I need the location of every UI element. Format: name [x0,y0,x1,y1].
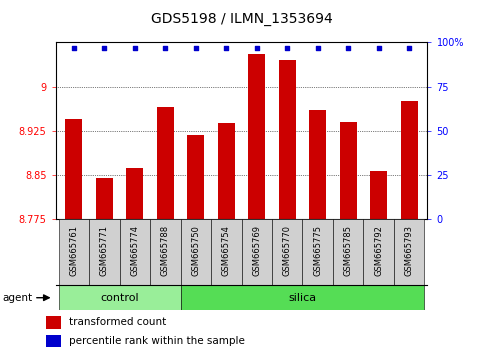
Bar [66,119,82,219]
Bar [58,285,181,310]
Bar [302,219,333,285]
Bar [218,123,235,219]
Point [405,45,413,51]
Point [253,45,261,51]
Text: GSM665793: GSM665793 [405,225,413,276]
Text: agent: agent [2,293,32,303]
Point [131,45,139,51]
Point [284,45,291,51]
Bar [394,219,425,285]
Point [314,45,322,51]
Text: GSM665771: GSM665771 [100,225,109,276]
Bar [46,316,61,329]
Bar [211,219,242,285]
Point [192,45,199,51]
Text: GSM665769: GSM665769 [252,225,261,276]
Bar [127,168,143,219]
Text: percentile rank within the sample: percentile rank within the sample [69,336,245,346]
Point [161,45,169,51]
Point [375,45,383,51]
Bar [370,171,387,219]
Bar [242,219,272,285]
Text: GSM665761: GSM665761 [70,225,78,276]
Bar [58,219,89,285]
Text: GSM665792: GSM665792 [374,225,383,276]
Text: GSM665754: GSM665754 [222,225,231,276]
Bar [279,60,296,219]
Text: control: control [100,293,139,303]
Point [222,45,230,51]
Bar [150,219,181,285]
Bar [89,219,120,285]
Text: transformed count: transformed count [69,317,166,327]
Bar [157,107,174,219]
Point [70,45,78,51]
Bar [46,335,61,347]
Bar [181,285,425,310]
Bar [96,178,113,219]
Bar [309,110,326,219]
Bar [187,135,204,219]
Text: GSM665785: GSM665785 [344,225,353,276]
Bar [401,102,417,219]
Text: GSM665788: GSM665788 [161,225,170,276]
Bar [333,219,363,285]
Text: GSM665750: GSM665750 [191,225,200,276]
Bar [272,219,302,285]
Text: silica: silica [288,293,316,303]
Text: GDS5198 / ILMN_1353694: GDS5198 / ILMN_1353694 [151,12,332,27]
Text: GSM665774: GSM665774 [130,225,139,276]
Bar [248,54,265,219]
Text: GSM665770: GSM665770 [283,225,292,276]
Bar [181,219,211,285]
Text: GSM665775: GSM665775 [313,225,322,276]
Bar [363,219,394,285]
Bar [340,122,356,219]
Point [344,45,352,51]
Bar [120,219,150,285]
Point [100,45,108,51]
